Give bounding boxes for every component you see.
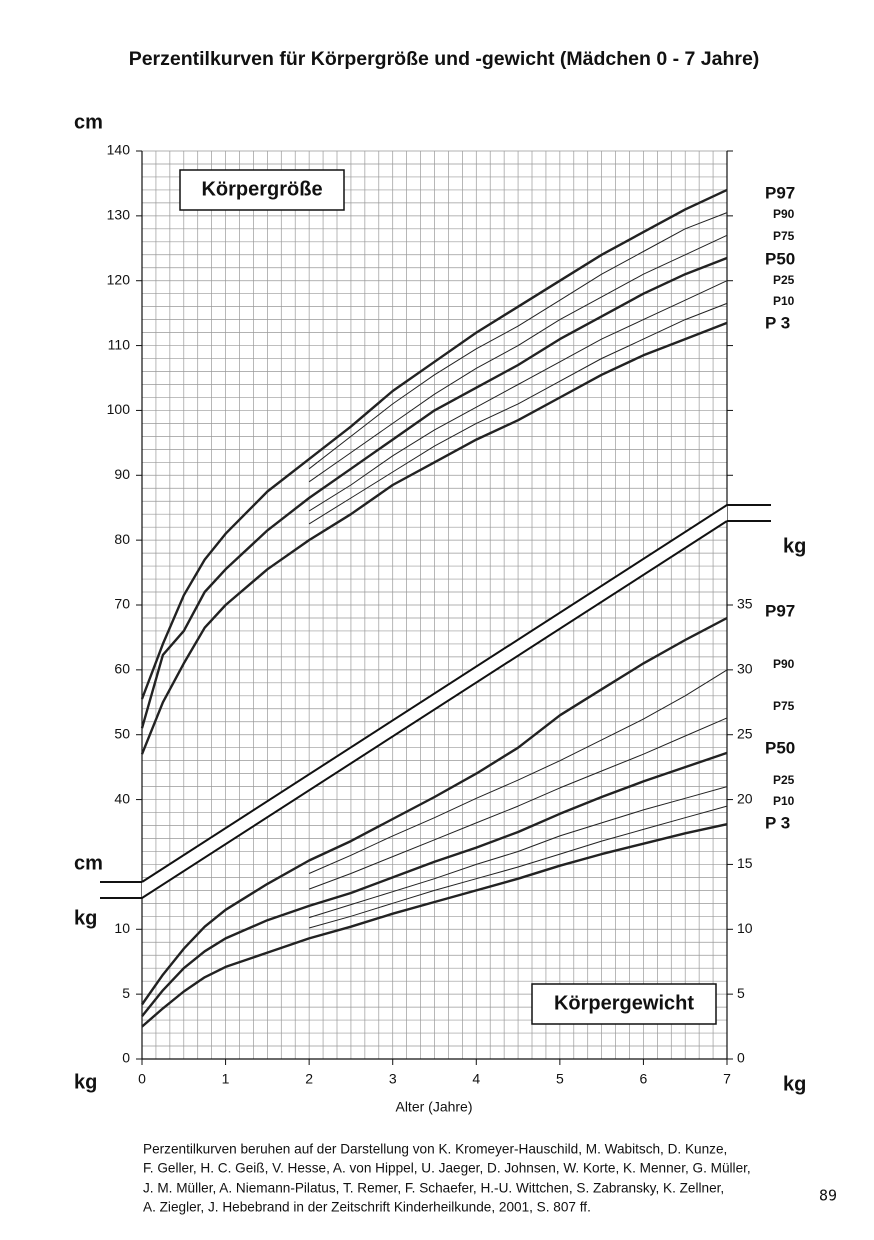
chart-title: Perzentilkurven für Körpergröße und -gew… [129, 48, 760, 70]
y2-tick-label: 30 [737, 661, 753, 677]
legend-label: P97 [765, 601, 795, 620]
percentile-line [308, 786, 728, 919]
panel-box [531, 983, 717, 1025]
y-tick-label: 90 [114, 466, 130, 482]
unit-label: kg [74, 1071, 97, 1093]
x-tick-label: 5 [556, 1071, 564, 1087]
y2-tick-label: 0 [737, 1050, 745, 1066]
band [100, 504, 771, 899]
legend-label: P50 [765, 738, 795, 757]
y-tick-label: 70 [114, 596, 130, 612]
y2-tick-label: 25 [737, 725, 753, 741]
legend-label: P10 [773, 294, 795, 308]
panel-label: Körpergewicht [554, 992, 694, 1014]
footnote-line: F. Geller, H. C. Geiß, V. Hesse, A. von … [143, 1161, 751, 1176]
percentile-line [140, 188, 728, 700]
panel-box [179, 169, 345, 211]
percentile-line [308, 805, 728, 929]
legend-label: P97 [765, 183, 795, 202]
y2-tick-label: 10 [737, 920, 753, 936]
unit-label: kg [783, 535, 806, 557]
footnote-line: J. M. Müller, A. Niemann-Pilatus, T. Rem… [143, 1181, 724, 1196]
percentile-line [308, 234, 728, 483]
x-tick-label: 1 [222, 1071, 230, 1087]
x-tick-label: 2 [305, 1071, 313, 1087]
y2-tick-label-left: 0 [122, 1050, 130, 1066]
x-tick-label: 0 [138, 1071, 146, 1087]
percentile-line [308, 717, 728, 890]
percentile-line [308, 669, 728, 874]
legend-label: P75 [773, 229, 795, 243]
page-number: 89 [819, 1187, 837, 1205]
panel-label: Körpergröße [201, 178, 322, 200]
percentile-line [141, 823, 728, 1028]
unit-label: cm [74, 111, 103, 133]
legend-label: P25 [773, 773, 795, 787]
y-tick-label: 50 [114, 725, 130, 741]
y-tick-label: 60 [114, 661, 130, 677]
band-line [141, 504, 728, 883]
y-tick-label: 130 [107, 207, 131, 223]
percentile-line [140, 321, 728, 755]
y2-tick-label-left: 5 [122, 985, 130, 1001]
percentile-line [141, 616, 728, 1006]
percentile-line [308, 212, 728, 470]
band-line [141, 520, 728, 899]
legend-label: P25 [773, 273, 795, 287]
percentile-line [141, 751, 728, 1017]
x-axis-label: Alter (Jahre) [395, 1099, 472, 1115]
percentile-line [308, 302, 728, 525]
unit-label: kg [783, 1073, 806, 1095]
percentile-line [140, 256, 728, 729]
y2-tick-label: 35 [737, 596, 753, 612]
y2-tick-label-left: 10 [114, 920, 130, 936]
y-tick-label: 110 [108, 336, 131, 352]
legend-label: P 3 [765, 813, 790, 832]
x-tick-label: 6 [640, 1071, 648, 1087]
y-tick-label: 40 [114, 790, 130, 806]
footnote-line: A. Ziegler, J. Hebebrand in der Zeitschr… [143, 1200, 591, 1215]
legend-label: P75 [773, 699, 795, 713]
band-fill [142, 505, 727, 898]
unit-label: cm [74, 852, 103, 874]
y-tick-label: 140 [107, 142, 131, 158]
footnote-line: Perzentilkurven beruhen auf der Darstell… [143, 1142, 727, 1157]
legend-label: P90 [773, 207, 795, 221]
y2-tick-label: 5 [737, 985, 745, 1001]
legend-label: P 3 [765, 313, 790, 332]
legend-label: P50 [765, 249, 795, 268]
unit-label: kg [74, 907, 97, 929]
y2-tick-label: 20 [737, 790, 753, 806]
x-tick-label: 4 [472, 1071, 480, 1087]
y2-tick-label: 15 [737, 855, 753, 871]
percentile-line [308, 280, 728, 512]
y-tick-label: 100 [107, 401, 131, 417]
y-tick-label: 120 [107, 271, 131, 287]
legend-label: P10 [773, 794, 795, 808]
legend-label: P90 [773, 657, 795, 671]
x-tick-label: 3 [389, 1071, 397, 1087]
x-tick-label: 7 [723, 1071, 731, 1087]
y-tick-label: 80 [114, 531, 130, 547]
